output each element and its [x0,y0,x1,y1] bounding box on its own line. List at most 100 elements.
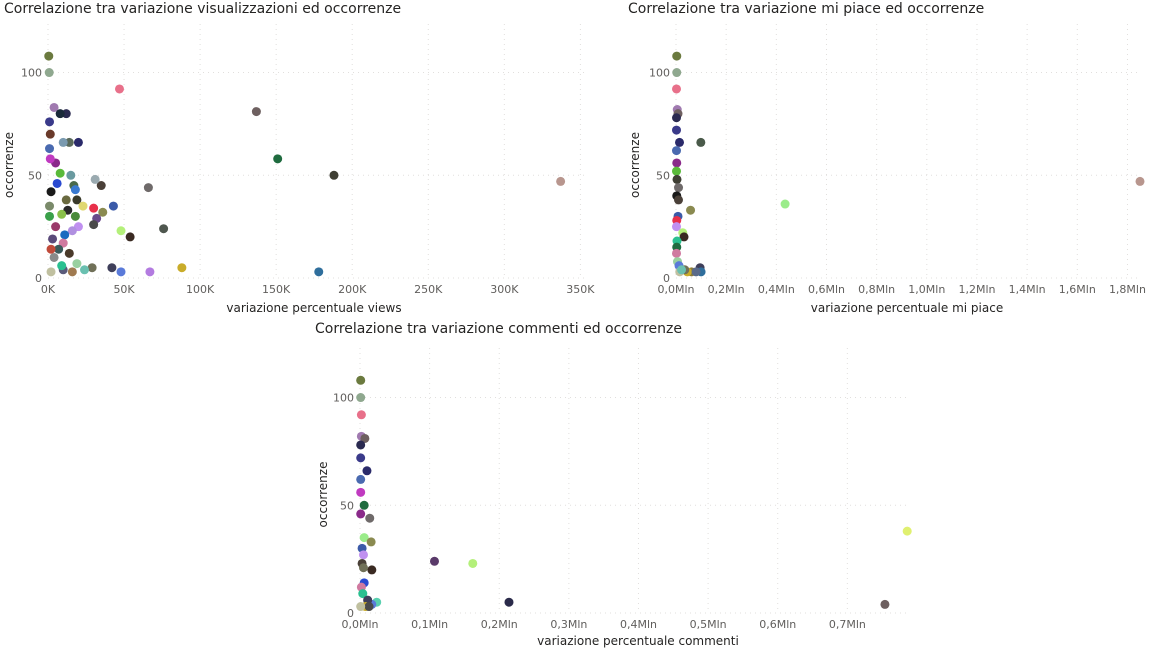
scatter-point[interactable] [67,226,77,236]
scatter-point[interactable] [358,589,368,599]
scatter-point[interactable] [504,597,514,607]
scatter-point[interactable] [329,170,339,180]
scatter-point[interactable] [356,393,366,403]
scatter-point[interactable] [49,102,59,112]
scatter-point[interactable] [66,170,76,180]
scatter-point[interactable] [44,51,54,61]
scatter-point[interactable] [672,166,682,176]
scatter-point[interactable] [44,68,54,78]
scatter-point[interactable] [55,109,65,119]
scatter-point[interactable] [114,84,124,94]
scatter-point[interactable] [78,201,88,211]
scatter-point[interactable] [429,556,439,566]
scatter-point[interactable] [696,137,706,147]
scatter-point[interactable] [358,550,368,560]
scatter-point[interactable] [108,201,118,211]
scatter-point[interactable] [672,113,682,123]
scatter-point[interactable] [902,526,912,536]
scatter-point[interactable] [55,168,65,178]
scatter-point[interactable] [98,207,108,217]
scatter-point[interactable] [90,174,100,184]
scatter-point[interactable] [46,187,56,197]
scatter-point[interactable] [45,201,55,211]
scatter-point[interactable] [57,209,67,219]
scatter-point[interactable] [356,602,366,612]
scatter-point[interactable] [672,222,682,232]
scatter-point[interactable] [358,563,368,573]
scatter-point[interactable] [359,500,369,510]
scatter-point[interactable] [159,224,169,234]
scatter-point[interactable] [672,146,682,156]
scatter-point[interactable] [46,267,56,277]
scatter-point[interactable] [72,195,82,205]
chart-svg-comments[interactable]: 0,0Mln 0,1Mln 0,2Mln 0,3Mln 0,4Mln 0,5Mln 0,6M… [300,320,920,650]
scatter-point[interactable] [356,509,366,519]
scatter-point[interactable] [145,267,155,277]
scatter-point[interactable] [143,183,153,193]
scatter-point[interactable] [116,226,126,236]
scatter-point[interactable] [116,267,126,277]
scatter-point[interactable] [177,263,187,273]
scatter-point[interactable] [366,537,376,547]
scatter-point[interactable] [54,244,64,254]
scatter-point[interactable] [556,176,566,186]
scatter-point[interactable] [677,265,687,275]
chart-svg-likes[interactable]: 0,0Mln 0,2Mln 0,4Mln 0,6Mln 0,8Mln 1,0Mln 1,2M… [580,0,1155,320]
scatter-point[interactable] [367,565,377,575]
scatter-point[interactable] [356,487,366,497]
scatter-point[interactable] [58,238,68,248]
scatter-point[interactable] [672,125,682,135]
scatter-point[interactable] [89,220,99,230]
scatter-point[interactable] [89,203,99,213]
scatter-point[interactable] [672,174,682,184]
scatter-point[interactable] [672,51,682,61]
scatter-point[interactable] [360,433,370,443]
scatter-point[interactable] [72,259,82,269]
scatter-point[interactable] [691,267,701,277]
scatter-point[interactable] [80,265,90,275]
scatter-point[interactable] [87,263,97,273]
scatter-point[interactable] [107,263,117,273]
scatter-point[interactable] [67,267,77,277]
scatter-point[interactable] [1135,176,1145,186]
scatter-point[interactable] [58,137,68,147]
scatter-point[interactable] [96,181,106,191]
scatter-point[interactable] [46,244,56,254]
scatter-point[interactable] [672,248,682,258]
scatter-point[interactable] [45,129,55,139]
scatter-point[interactable] [70,185,80,195]
scatter-point[interactable] [672,158,682,168]
scatter-point[interactable] [365,513,375,523]
scatter-point[interactable] [356,440,366,450]
scatter-point[interactable] [45,211,55,221]
scatter-point[interactable] [880,599,890,609]
scatter-point[interactable] [672,84,682,94]
scatter-point[interactable] [48,234,58,244]
scatter-point[interactable] [356,375,366,385]
scatter-point[interactable] [45,117,55,127]
scatter-point[interactable] [251,107,261,117]
scatter-point[interactable] [672,68,682,78]
scatter-point[interactable] [675,137,685,147]
chart-svg-views[interactable]: 0K 50K 100K 150K 200K 250K 300K 350K 0 50 100 varia… [0,0,595,320]
scatter-point[interactable] [679,232,689,242]
scatter-point[interactable] [52,178,62,188]
scatter-point[interactable] [356,474,366,484]
scatter-point[interactable] [364,602,374,612]
scatter-point[interactable] [356,410,366,420]
scatter-point[interactable] [49,252,59,262]
scatter-point[interactable] [61,195,71,205]
scatter-point[interactable] [356,453,366,463]
scatter-point[interactable] [125,232,135,242]
scatter-point[interactable] [60,230,70,240]
scatter-point[interactable] [362,466,372,476]
scatter-point[interactable] [51,222,61,232]
scatter-point[interactable] [45,144,55,154]
scatter-point[interactable] [57,261,67,271]
scatter-point[interactable] [674,195,684,205]
scatter-point[interactable] [314,267,324,277]
scatter-point[interactable] [780,199,790,209]
scatter-point[interactable] [45,154,55,164]
scatter-point[interactable] [273,154,283,164]
scatter-point[interactable] [686,205,696,215]
